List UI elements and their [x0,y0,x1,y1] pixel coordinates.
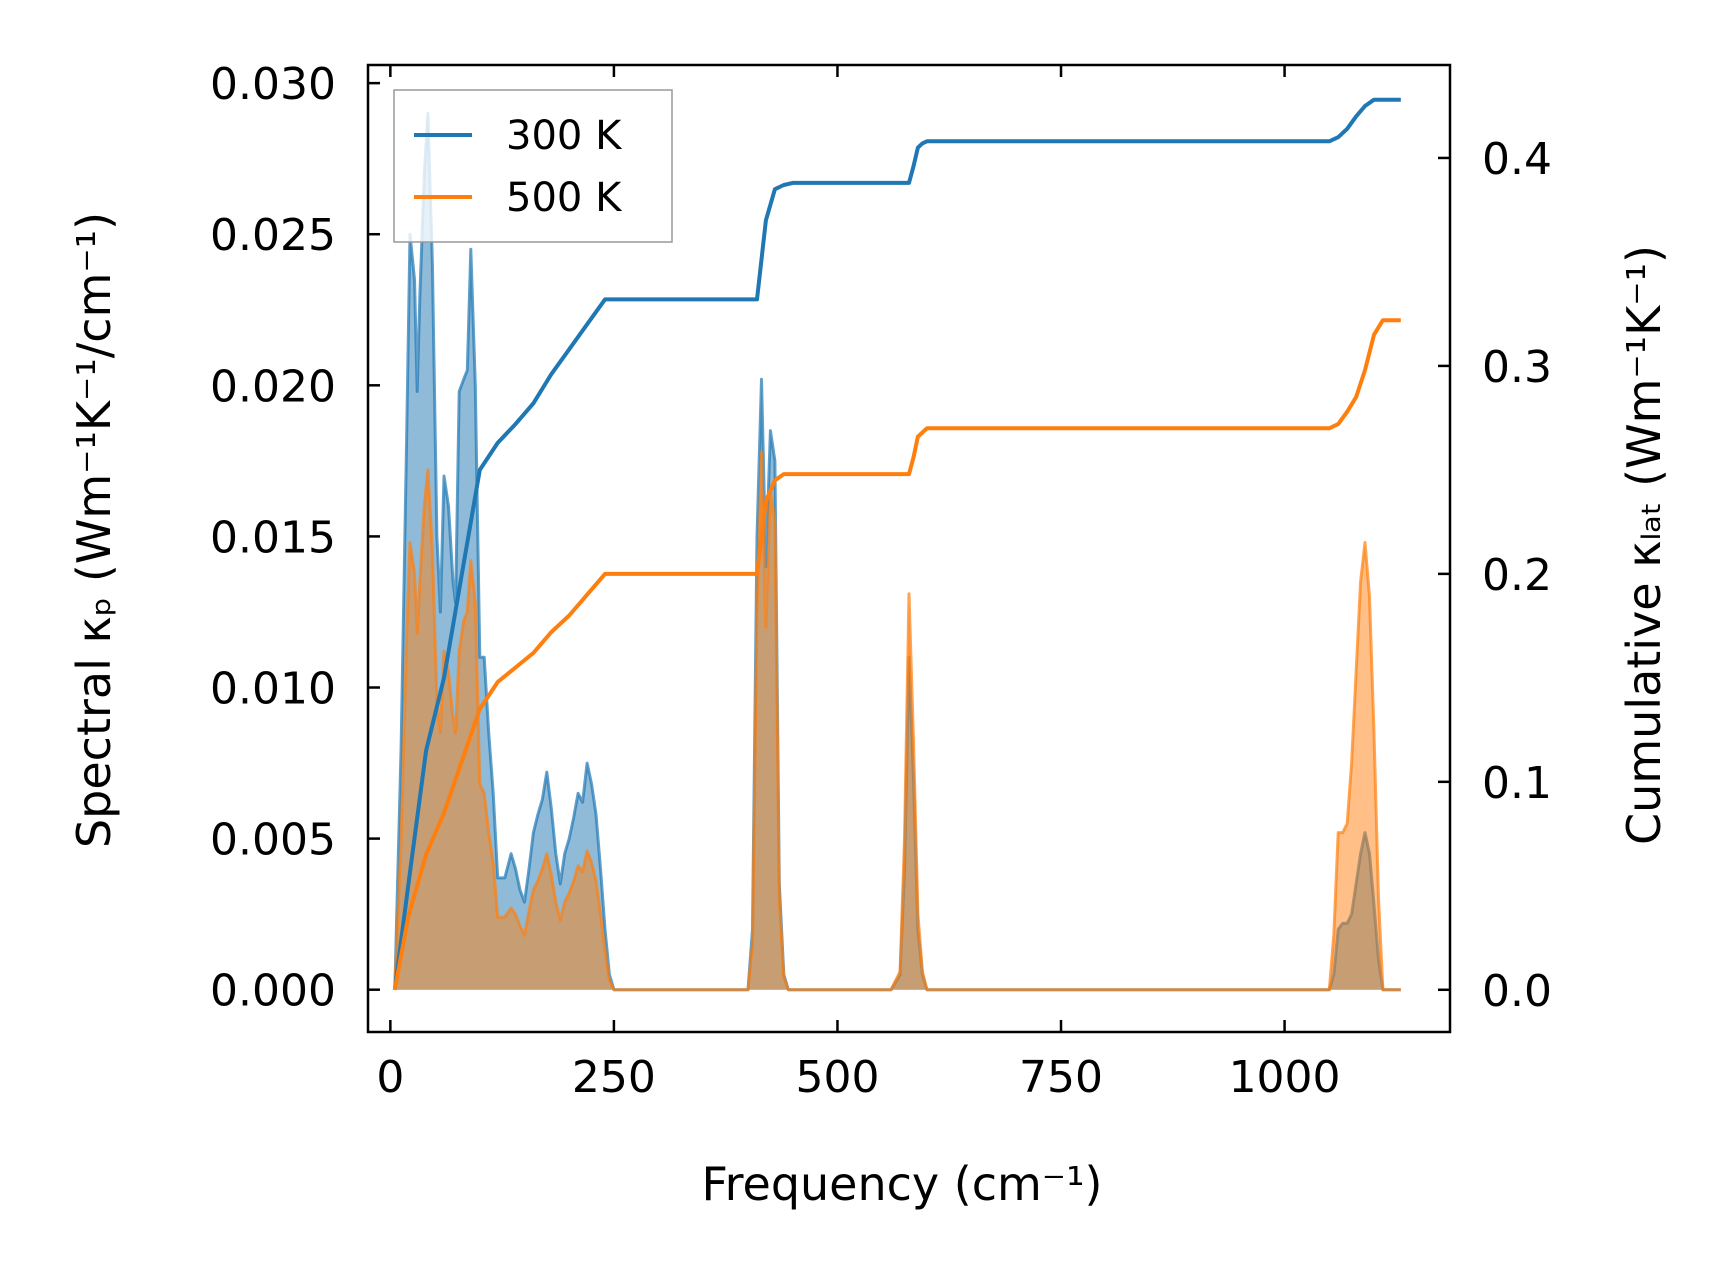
y-left-tick-label: 0.025 [210,210,336,261]
x-tick-label: 500 [795,1052,879,1103]
legend-box [393,89,673,243]
y-left-tick-label: 0.005 [210,815,336,866]
y-right-tick-label: 0.4 [1482,134,1552,185]
spectral-edge-500-k [393,450,1401,992]
legend: 300 K 500 K [393,89,673,243]
y-left-tick-label: 0.000 [210,966,336,1017]
legend-label: 500 K [506,175,623,221]
legend-label: 300 K [506,113,623,159]
y-right-tick-label: 0.3 [1482,342,1552,393]
y-axis-left-label: Spectral κₚ (Wm⁻¹K⁻¹/cm⁻¹) [67,212,121,848]
y-left-tick-label: 0.030 [210,59,336,110]
x-tick-label: 750 [1019,1052,1103,1103]
y-right-tick-label: 0.0 [1482,966,1552,1017]
axes-layer: 0 250 500 750 1000 0.000 0.005 0.010 0.015 0.020 0… [210,59,1552,1103]
cumulative-line-500-k [392,318,1401,991]
y-left-tick-label: 0.015 [210,512,336,563]
spectral-area-layer [393,111,1401,992]
x-axis-label: Frequency (cm⁻¹) [702,1157,1103,1211]
cumulative-line-layer [392,97,1401,991]
y-left-tick-label: 0.020 [210,361,336,412]
x-tick-label: 0 [376,1052,404,1103]
cumulative-line-300-k [392,97,1401,991]
y-left-tick-label: 0.010 [210,664,336,715]
y-axis-right-label: Cumulative κₗₐₜ (Wm⁻¹K⁻¹) [1617,245,1671,845]
x-tick-label: 1000 [1229,1052,1341,1103]
y-right-tick-label: 0.2 [1482,550,1552,601]
spectral-area-500-k [394,451,1401,990]
x-tick-label: 250 [572,1052,656,1103]
y-right-tick-label: 0.1 [1482,758,1552,809]
plot-frame [366,63,1452,1034]
